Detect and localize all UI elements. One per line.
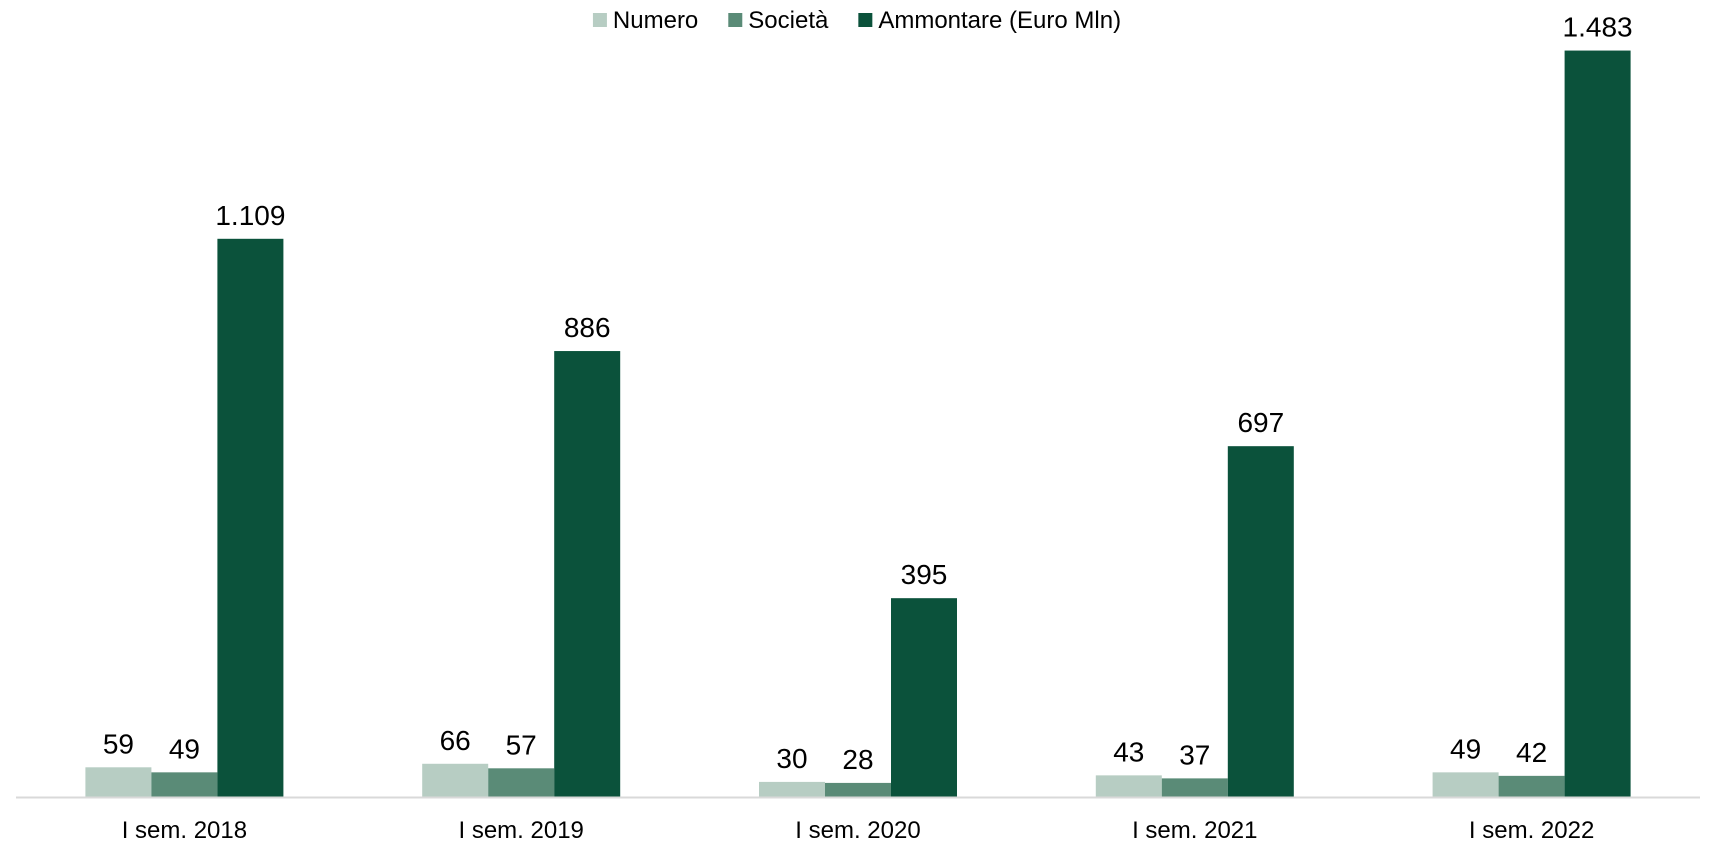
data-label: 395: [901, 559, 948, 590]
bar: [1095, 775, 1162, 797]
data-labels-group: 59 49 1.109 66 57 886 30 28 395 43 37 697 49 42 1.483: [103, 12, 1633, 775]
data-label: 1.483: [1563, 12, 1633, 43]
data-label: 49: [1450, 733, 1481, 764]
data-label: 66: [440, 725, 471, 756]
bar: [891, 598, 957, 797]
data-label: 30: [776, 743, 807, 774]
data-label: 37: [1179, 739, 1210, 770]
data-label: 28: [842, 744, 873, 775]
bar: [554, 351, 621, 797]
legend-label: Società: [748, 7, 829, 34]
legend-label: Numero: [613, 7, 698, 34]
bar: [151, 772, 218, 797]
x-tick-label: I sem. 2019: [458, 817, 583, 844]
bar: [1227, 446, 1294, 797]
data-label: 57: [506, 729, 537, 760]
x-tick-labels: I sem. 2018 I sem. 2019 I sem. 2020 I sem. …: [122, 817, 1595, 844]
bar: [1161, 778, 1228, 797]
bar: [422, 763, 489, 797]
bar: [759, 781, 825, 797]
legend-swatch: [592, 13, 607, 27]
bar: [825, 782, 891, 797]
x-tick-label: I sem. 2018: [122, 817, 247, 844]
bar: [85, 767, 152, 797]
bar: [1564, 50, 1631, 798]
bar: [488, 768, 555, 797]
bars-group: [85, 50, 1631, 798]
bar: [1498, 775, 1565, 797]
data-label: 59: [103, 728, 134, 759]
data-label: 43: [1113, 736, 1144, 767]
legend-swatch: [728, 13, 743, 27]
x-tick-label: I sem. 2022: [1469, 817, 1594, 844]
data-label: 1.109: [215, 200, 285, 231]
data-label: 42: [1516, 737, 1547, 768]
data-label: 49: [169, 733, 200, 764]
bar: [217, 238, 284, 798]
data-label: 886: [564, 312, 611, 343]
bar: [1432, 772, 1499, 797]
x-tick-label: I sem. 2021: [1132, 817, 1257, 844]
legend-swatch: [858, 13, 873, 27]
legend-label: Ammontare (Euro Mln): [878, 7, 1121, 34]
x-tick-label: I sem. 2020: [795, 817, 920, 844]
legend: Numero Società Ammontare (Euro Mln): [592, 7, 1121, 34]
data-label: 697: [1237, 407, 1284, 438]
